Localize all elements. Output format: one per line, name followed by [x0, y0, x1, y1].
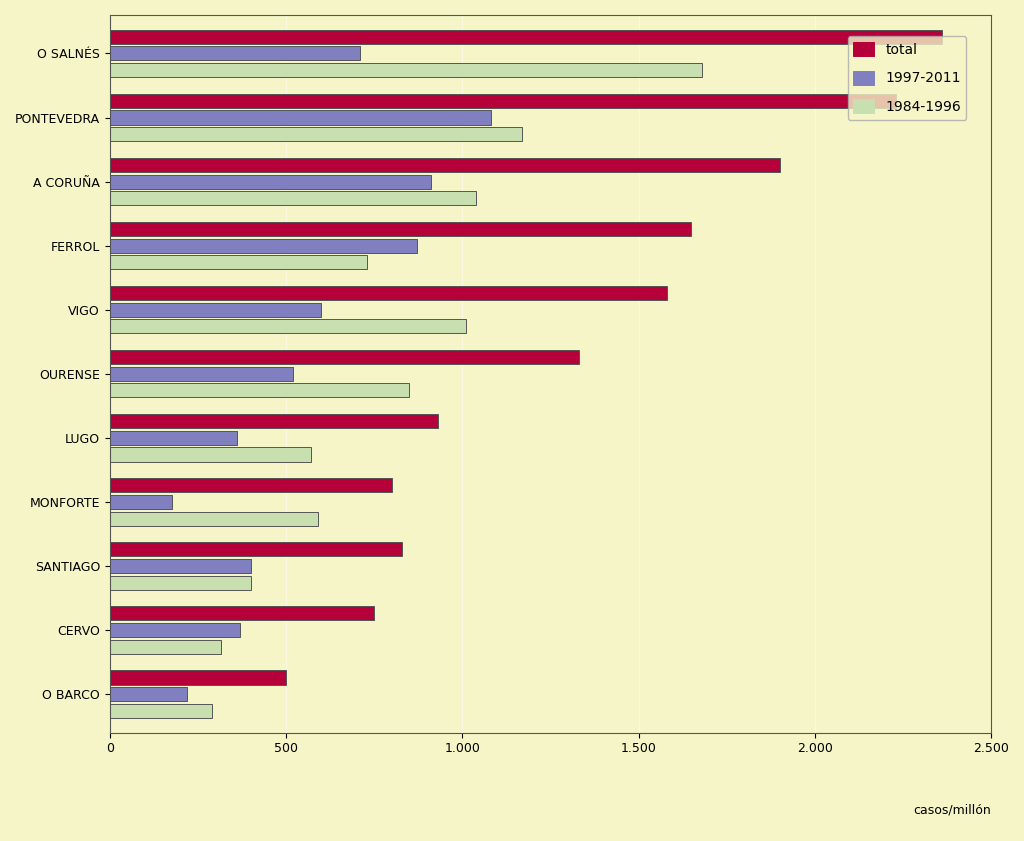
Bar	[110, 222, 691, 236]
Bar	[110, 447, 310, 462]
Bar	[110, 239, 417, 252]
Bar	[110, 606, 374, 621]
Bar	[110, 511, 317, 526]
Bar	[110, 46, 360, 61]
Bar	[110, 670, 286, 685]
Bar	[110, 559, 251, 573]
Bar	[110, 63, 702, 77]
Bar	[110, 110, 490, 124]
Bar	[110, 127, 522, 141]
Legend: total, 1997-2011, 1984-1996: total, 1997-2011, 1984-1996	[848, 36, 967, 119]
Bar	[110, 367, 293, 381]
Bar	[110, 414, 437, 428]
Bar	[110, 350, 579, 364]
Bar	[110, 431, 237, 445]
Bar	[110, 704, 212, 718]
Bar	[110, 320, 466, 333]
Bar	[110, 303, 322, 317]
Bar	[110, 687, 187, 701]
Bar	[110, 286, 667, 300]
Bar	[110, 94, 896, 108]
Bar	[110, 495, 172, 509]
Bar	[110, 158, 779, 172]
Bar	[110, 256, 368, 269]
Bar	[110, 623, 241, 637]
Bar	[110, 575, 251, 590]
Text: casos/millón: casos/millón	[913, 803, 991, 816]
Bar	[110, 383, 410, 398]
Bar	[110, 542, 402, 557]
Bar	[110, 640, 221, 653]
Bar	[110, 479, 392, 492]
Bar	[110, 29, 942, 44]
Bar	[110, 191, 476, 205]
Bar	[110, 175, 431, 188]
